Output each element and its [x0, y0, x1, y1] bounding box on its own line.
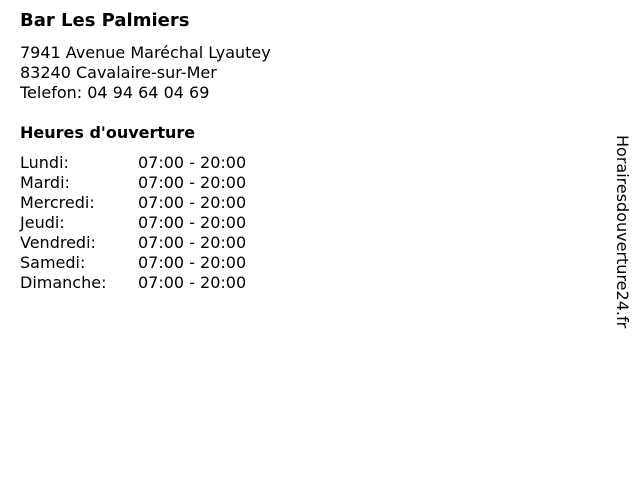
- day-label: Mercredi:: [20, 193, 95, 212]
- day-label: Jeudi:: [20, 213, 65, 232]
- phone: Telefon: 04 94 64 04 69: [20, 83, 210, 102]
- business-name: Bar Les Palmiers: [20, 10, 190, 31]
- hours-row: Mardi: 07:00 - 20:00: [20, 173, 246, 193]
- hours-row: Dimanche: 07:00 - 20:00: [20, 273, 246, 293]
- day-label: Samedi:: [20, 253, 86, 272]
- time-range: 07:00 - 20:00: [138, 193, 247, 212]
- hours-row: Lundi: 07:00 - 20:00: [20, 153, 246, 173]
- day-label: Vendredi:: [20, 233, 96, 252]
- address-block: 7941 Avenue Maréchal Lyautey 83240 Caval…: [20, 43, 271, 103]
- hours-table: Lundi: 07:00 - 20:00 Mardi: 07:00 - 20:00 …: [20, 153, 246, 293]
- time-range: 07:00 - 20:00: [138, 173, 247, 192]
- time-range: 07:00 - 20:00: [138, 213, 247, 232]
- day-label: Lundi:: [20, 153, 69, 172]
- time-range: 07:00 - 20:00: [138, 153, 247, 172]
- hours-row: Vendredi: 07:00 - 20:00: [20, 233, 246, 253]
- site-watermark: Horairesdouverture24.fr: [613, 135, 632, 329]
- day-label: Mardi:: [20, 173, 70, 192]
- city: 83240 Cavalaire-sur-Mer: [20, 63, 217, 82]
- hours-row: Samedi: 07:00 - 20:00: [20, 253, 246, 273]
- hours-row: Jeudi: 07:00 - 20:00: [20, 213, 246, 233]
- hours-row: Mercredi: 07:00 - 20:00: [20, 193, 246, 213]
- day-label: Dimanche:: [20, 273, 107, 292]
- hours-title: Heures d'ouverture: [20, 123, 196, 142]
- street: 7941 Avenue Maréchal Lyautey: [20, 43, 271, 62]
- time-range: 07:00 - 20:00: [138, 273, 247, 292]
- time-range: 07:00 - 20:00: [138, 233, 247, 252]
- time-range: 07:00 - 20:00: [138, 253, 247, 272]
